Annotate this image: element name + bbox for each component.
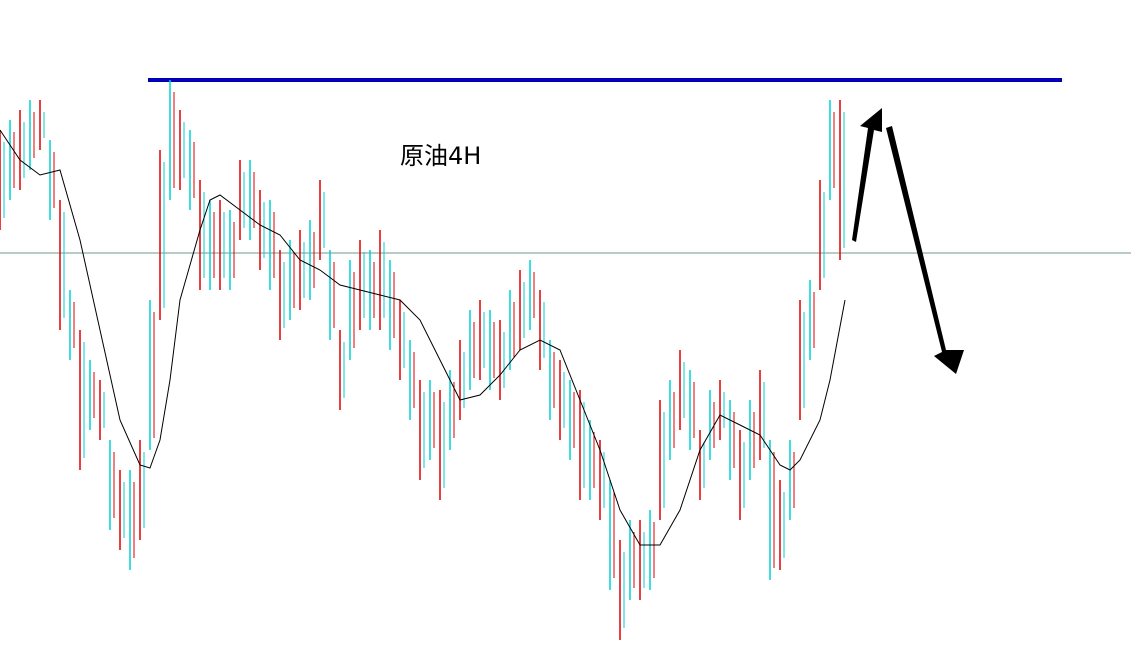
arrows — [852, 108, 964, 374]
up-arrow — [852, 108, 882, 242]
down-arrow — [886, 126, 964, 374]
moving-average — [0, 129, 846, 546]
chart-title: 原油4H — [400, 142, 481, 170]
